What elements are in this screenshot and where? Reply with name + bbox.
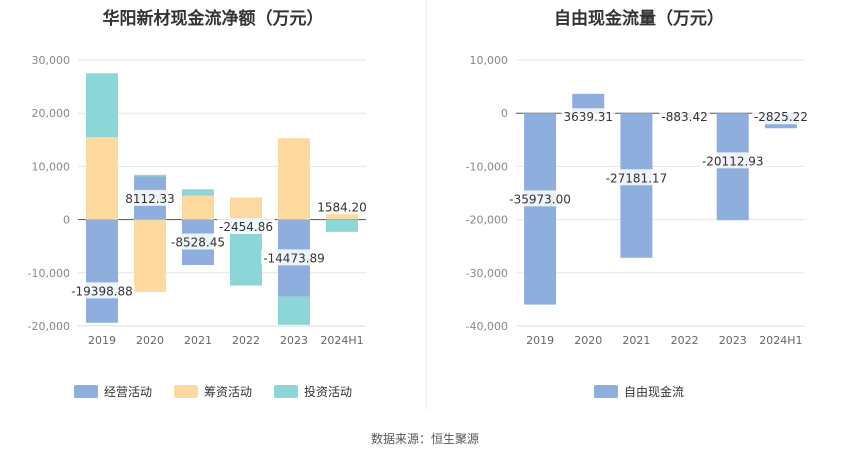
- data-label: -8528.45: [169, 233, 227, 250]
- free-cash-flow-chart: 自由现金流量（万元） 10,000 0 -10,000 -20,000 -30,000 -…: [426, 0, 850, 410]
- data-label-text: 3639.31: [563, 110, 613, 124]
- y-tick-label: -30,000: [466, 267, 508, 280]
- data-label-background: [123, 189, 177, 206]
- y-tick-label: 0: [63, 214, 70, 227]
- x-tick-label: 2021: [622, 334, 650, 347]
- x-tick-label: 2020: [136, 334, 164, 347]
- y-tick-label: -10,000: [28, 267, 70, 280]
- data-label-text: -2825.22: [754, 110, 808, 124]
- bar: [86, 137, 118, 220]
- x-tick-label: 2021: [184, 334, 212, 347]
- data-label-text: -14473.89: [263, 251, 325, 265]
- y-tick-label: 0: [501, 107, 508, 120]
- legend-label: 经营活动: [103, 385, 152, 399]
- legend-label: 投资活动: [304, 385, 353, 399]
- data-label-background: [561, 108, 616, 125]
- legend-label: 筹资活动: [203, 385, 252, 399]
- data-label-text: -27181.17: [606, 171, 668, 185]
- data-label: -27181.17: [603, 169, 670, 186]
- bar: [230, 197, 262, 218]
- bar: [278, 296, 310, 325]
- data-label: -20112.93: [699, 152, 766, 169]
- x-tick-label: 2022: [232, 334, 260, 347]
- data-label-background: [507, 190, 573, 207]
- data-label-text: -2454.86: [219, 220, 273, 234]
- legend-item[interactable]: 投资活动: [274, 383, 352, 400]
- free-cash-flow-plot: 10,000 0 -10,000 -20,000 -30,000 -40,000 2019 2…: [466, 54, 810, 347]
- bar: [524, 113, 557, 305]
- y-tick-label: -40,000: [466, 320, 508, 333]
- data-label-text: -20112.93: [702, 154, 764, 168]
- x-tick-label: 2024H1: [320, 334, 363, 347]
- x-tick-label: 2023: [280, 334, 308, 347]
- data-label-background: [315, 198, 369, 215]
- x-tick-label: 2023: [719, 334, 747, 347]
- data-label-text: 1584.20: [317, 200, 367, 214]
- y-tick-label: 10,000: [32, 160, 71, 173]
- bar: [134, 174, 166, 177]
- y-tick-label: -10,000: [466, 160, 508, 173]
- x-tick-label: 2020: [574, 334, 602, 347]
- y-tick-label: 20,000: [32, 107, 71, 120]
- x-tick-label: 2019: [526, 334, 554, 347]
- data-label-background: [69, 282, 135, 299]
- data-label-text: -19398.88: [71, 284, 133, 298]
- data-label-background: [699, 152, 766, 169]
- legend-swatch: [173, 385, 198, 398]
- legend-item[interactable]: 自由现金流: [593, 383, 684, 400]
- data-label-background: [261, 249, 327, 266]
- bar: [86, 73, 118, 138]
- data-label: -2454.86: [217, 218, 275, 235]
- legend: 经营活动 筹资活动 投资活动: [0, 383, 426, 400]
- bar: [326, 218, 358, 220]
- data-label-background: [603, 169, 670, 186]
- cash-flow-net-plot: 30,000 20,000 10,000 0 -10,000 -20,000 2019 202…: [28, 54, 369, 347]
- data-label: 8112.33: [123, 189, 177, 206]
- data-label: -19398.88: [69, 282, 135, 299]
- x-tick-label: 2019: [88, 334, 116, 347]
- data-source: 数据来源：恒生聚源: [370, 432, 479, 446]
- bar: [182, 195, 214, 220]
- data-label: -14473.89: [261, 249, 327, 266]
- chart-title: 华阳新材现金流净额（万元）: [102, 9, 324, 29]
- y-tick-label: 30,000: [32, 54, 71, 67]
- bar: [86, 219, 118, 323]
- bar: [134, 219, 166, 292]
- legend: 自由现金流: [427, 383, 850, 400]
- cash-flow-net-chart: 华阳新材现金流净额（万元） 30,000 20,000 10,000 0 -10,000…: [0, 0, 426, 410]
- data-label-text: -8528.45: [171, 235, 225, 249]
- data-label-background: [217, 218, 275, 235]
- x-tick-label: 2022: [671, 334, 699, 347]
- data-label-text: -35973.00: [509, 192, 571, 206]
- data-label: 1584.20: [315, 198, 369, 215]
- legend-item[interactable]: 经营活动: [73, 383, 152, 400]
- bar: [620, 113, 653, 258]
- data-label: -35973.00: [507, 190, 573, 207]
- y-tick-label: 10,000: [470, 54, 509, 67]
- data-label-text: -883.42: [661, 110, 707, 124]
- data-label: -883.42: [659, 108, 710, 125]
- bar: [182, 189, 214, 196]
- data-label: -2825.22: [751, 108, 810, 125]
- y-tick-label: -20,000: [28, 320, 70, 333]
- data-label-text: 8112.33: [125, 192, 175, 206]
- data-label-background: [169, 233, 227, 250]
- chart-title: 自由现金流量（万元）: [554, 9, 724, 29]
- y-tick-label: -20,000: [466, 214, 508, 227]
- legend-swatch: [274, 385, 298, 398]
- legend-item[interactable]: 筹资活动: [173, 383, 252, 400]
- data-label-background: [659, 108, 710, 125]
- x-tick-label: 2024H1: [759, 334, 802, 347]
- legend-swatch: [73, 385, 98, 398]
- data-label: 3639.31: [561, 108, 616, 125]
- bar: [326, 219, 358, 232]
- bar: [278, 138, 310, 220]
- legend-swatch: [593, 385, 618, 398]
- data-label-background: [751, 108, 810, 125]
- legend-label: 自由现金流: [623, 385, 684, 399]
